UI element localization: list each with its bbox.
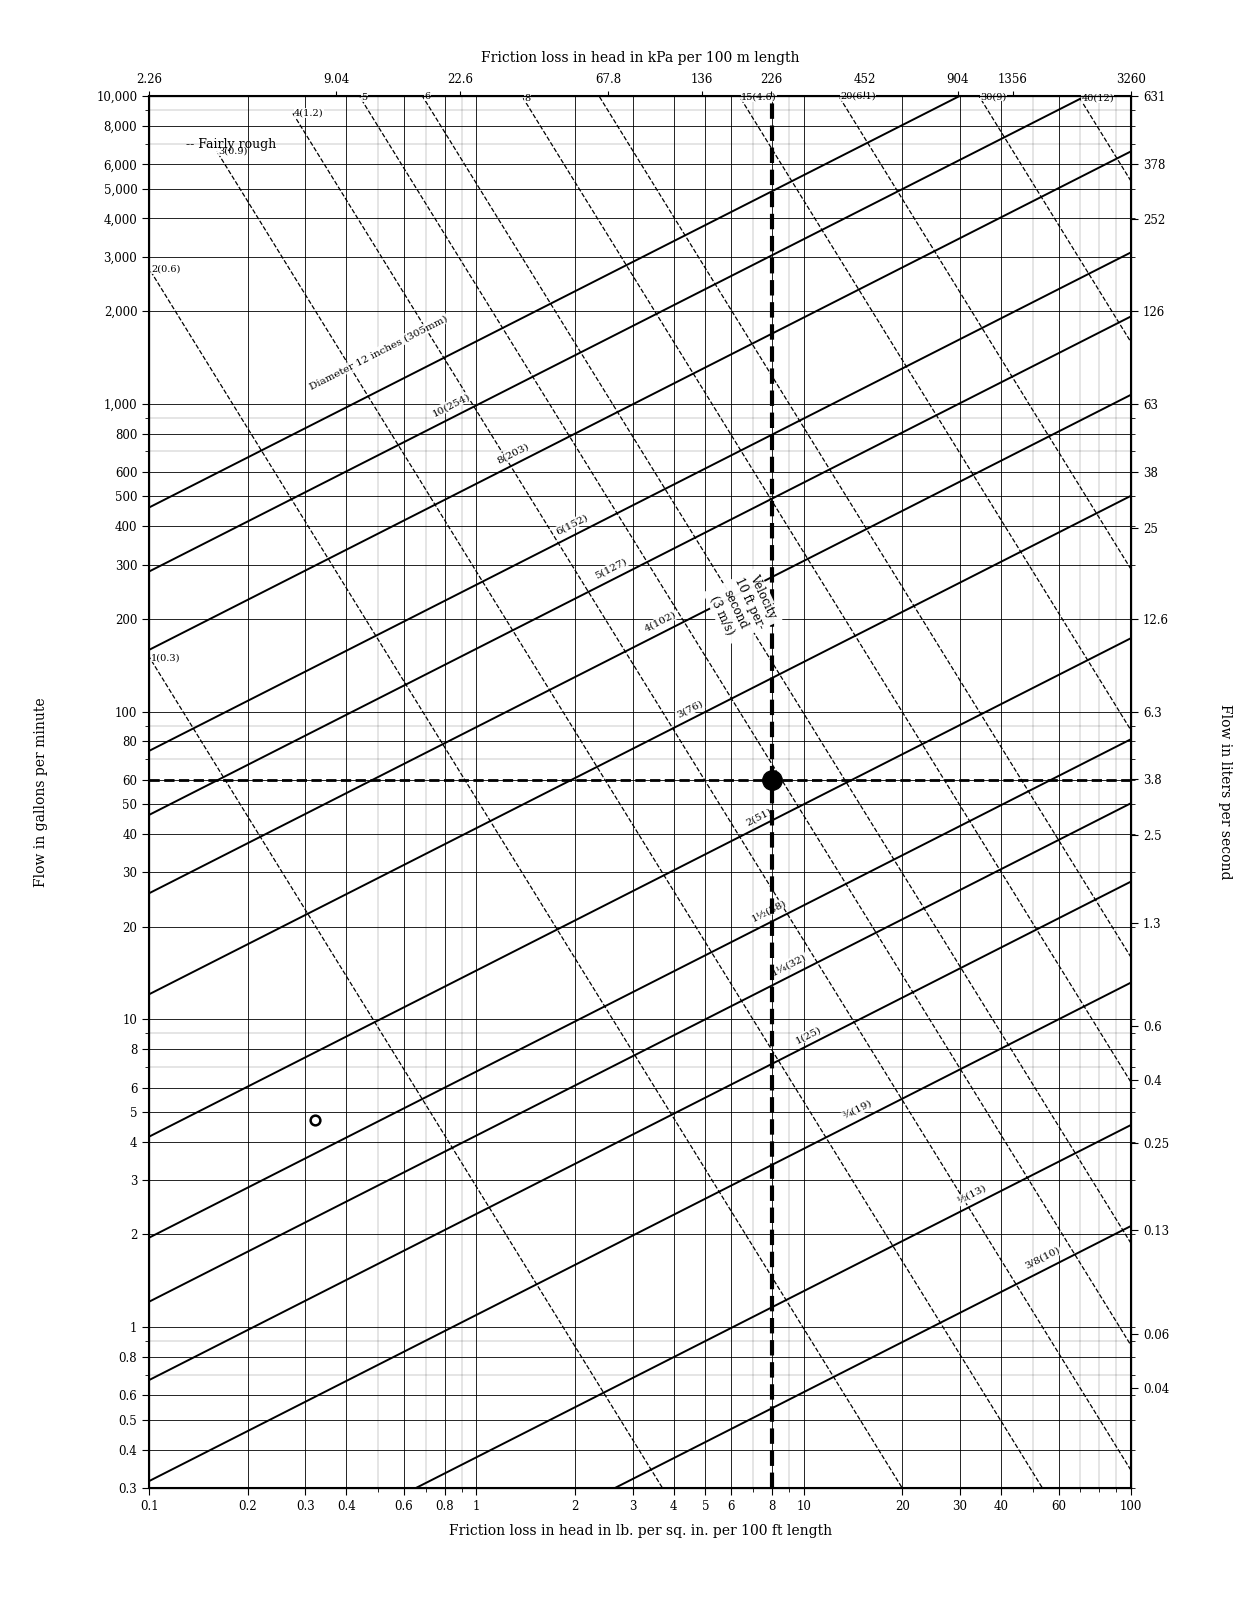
Text: 6: 6 (424, 93, 430, 101)
Text: 1(25): 1(25) (793, 1024, 823, 1045)
Text: 1(0.3): 1(0.3) (150, 653, 180, 662)
Text: 5: 5 (362, 93, 368, 102)
Text: 4(1.2): 4(1.2) (295, 109, 323, 117)
Y-axis label: Flow in gallons per minute: Flow in gallons per minute (34, 698, 47, 886)
Text: ¾(19): ¾(19) (842, 1099, 874, 1122)
Text: 15(4.6): 15(4.6) (741, 93, 777, 101)
Text: 20(6.1): 20(6.1) (840, 91, 876, 101)
Text: 10(254): 10(254) (431, 392, 472, 418)
Text: ½(13): ½(13) (956, 1184, 988, 1206)
Text: Velocity
10 ft per-
second
(3 m/s): Velocity 10 ft per- second (3 m/s) (705, 568, 781, 643)
Text: 2(0.6): 2(0.6) (150, 266, 180, 274)
Y-axis label: Flow in liters per second: Flow in liters per second (1218, 704, 1232, 880)
Text: 4(102): 4(102) (643, 610, 677, 634)
Text: 6(152): 6(152) (554, 512, 589, 536)
X-axis label: Friction loss in head in kPa per 100 m length: Friction loss in head in kPa per 100 m l… (481, 51, 799, 66)
Text: 3/8(10): 3/8(10) (1024, 1245, 1062, 1270)
Text: 5(127): 5(127) (593, 557, 629, 581)
Text: 2(51): 2(51) (745, 806, 773, 827)
Text: 40(12): 40(12) (1081, 94, 1114, 102)
Text: -- Fairly rough: -- Fairly rough (186, 138, 277, 150)
Text: 30(9): 30(9) (981, 93, 1007, 101)
Text: 8(203): 8(203) (495, 442, 530, 466)
Text: 3(0.9): 3(0.9) (219, 147, 247, 155)
X-axis label: Friction loss in head in lb. per sq. in. per 100 ft length: Friction loss in head in lb. per sq. in.… (449, 1523, 832, 1538)
Text: 1½(38): 1½(38) (750, 898, 788, 923)
Text: 8: 8 (525, 94, 531, 102)
Text: 1¼(32): 1¼(32) (769, 952, 808, 978)
Text: 3(76): 3(76) (675, 699, 705, 720)
Text: Diameter 12 inches (305mm): Diameter 12 inches (305mm) (308, 314, 449, 390)
